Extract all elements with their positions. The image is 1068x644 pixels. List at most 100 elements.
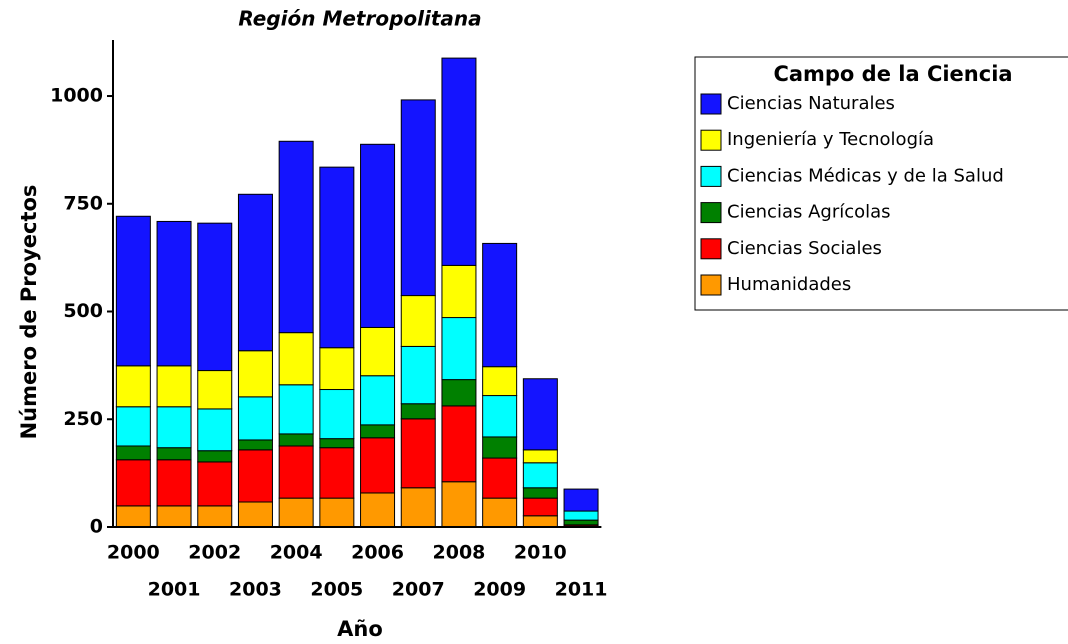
bar-segment <box>278 497 314 528</box>
bar-segment <box>400 418 436 489</box>
legend-swatch <box>700 93 722 115</box>
legend-label: Ciencias Agrícolas <box>727 202 891 223</box>
bar-segment <box>197 370 233 410</box>
legend-box <box>694 56 1068 311</box>
bar-segment <box>400 487 436 528</box>
bar-segment <box>237 193 273 352</box>
bar-segment <box>115 365 151 408</box>
bar-segment <box>522 515 558 528</box>
x-tick-label: 2000 <box>107 542 160 564</box>
bar-segment <box>319 347 355 391</box>
y-axis-title: Número de Proyectos <box>17 185 41 440</box>
legend-label: Humanidades <box>727 274 851 295</box>
bar-segment <box>156 505 192 528</box>
x-tick-label: 2003 <box>229 579 282 601</box>
bar-segment <box>156 220 192 367</box>
bar-segment <box>563 519 599 526</box>
bar-segment <box>522 497 558 517</box>
bar-segment <box>360 424 396 439</box>
legend-label: Ingeniería y Tecnología <box>727 129 934 150</box>
legend-swatch <box>700 165 722 187</box>
bar-segment <box>400 345 436 405</box>
bar-segment <box>115 215 151 367</box>
bar-segment <box>115 505 151 528</box>
bar-segment <box>563 488 599 512</box>
x-tick-label: 2009 <box>473 579 526 601</box>
bar-segment <box>197 505 233 528</box>
bar-segment <box>278 384 314 435</box>
bar-segment <box>400 99 436 297</box>
legend-swatch <box>700 129 722 151</box>
legend-swatch <box>700 238 722 260</box>
bar-segment <box>360 326 396 377</box>
x-tick-label: 2001 <box>148 579 201 601</box>
bar-segment <box>319 389 355 440</box>
bar-segment <box>482 457 518 499</box>
x-tick-label: 2004 <box>270 542 323 564</box>
bar-segment <box>156 365 192 408</box>
bar-segment <box>278 445 314 499</box>
bar-segment <box>115 445 151 461</box>
bar-segment <box>319 438 355 449</box>
bar-segment <box>156 447 192 461</box>
bar-segment <box>522 462 558 489</box>
bar-segment <box>237 396 273 441</box>
bar-segment <box>278 140 314 334</box>
bar-segment <box>197 450 233 463</box>
bar-segment <box>237 439 273 451</box>
y-tick-label: 0 <box>90 516 103 538</box>
x-axis-title: Año <box>337 617 383 641</box>
x-tick-label: 2006 <box>351 542 404 564</box>
bar-segment <box>482 366 518 397</box>
bar-segment <box>482 395 518 438</box>
x-tick-label: 2002 <box>188 542 241 564</box>
bar-segment <box>360 375 396 426</box>
bar-segment <box>400 295 436 347</box>
x-tick-label: 2005 <box>310 579 363 601</box>
bar-segment <box>278 433 314 447</box>
bar-segment <box>278 332 314 386</box>
x-tick-label: 2011 <box>555 579 608 601</box>
bar-segment <box>360 143 396 328</box>
bar-segment <box>441 57 477 266</box>
bar-segment <box>319 497 355 528</box>
bar-segment <box>197 222 233 372</box>
x-tick-label: 2008 <box>433 542 486 564</box>
legend-label: Ciencias Médicas y de la Salud <box>727 165 1004 186</box>
x-tick-label: 2007 <box>392 579 445 601</box>
bar-segment <box>482 436 518 459</box>
bar-segment <box>237 350 273 398</box>
bar-segment <box>237 501 273 528</box>
bar-segment <box>441 264 477 319</box>
bar-segment <box>115 406 151 447</box>
bar-segment <box>156 406 192 449</box>
bar-segment <box>441 317 477 381</box>
chart-title: Región Metropolitana <box>238 7 481 31</box>
bar-segment <box>360 437 396 494</box>
legend-swatch <box>700 202 722 224</box>
y-tick-label: 750 <box>63 192 103 214</box>
bar-segment <box>197 408 233 452</box>
legend-label: Ciencias Sociales <box>727 238 882 259</box>
bar-segment <box>400 403 436 420</box>
legend-title: Campo de la Ciencia <box>773 62 1012 86</box>
bar-segment <box>197 461 233 507</box>
bar-segment <box>482 242 518 368</box>
bar-segment <box>237 449 273 503</box>
y-tick-label: 1000 <box>50 85 103 107</box>
y-tick-label: 250 <box>63 408 103 430</box>
bar-segment <box>115 459 151 507</box>
legend-swatch <box>700 274 722 296</box>
bar-segment <box>156 459 192 507</box>
bar-segment <box>360 492 396 528</box>
x-tick-label: 2010 <box>514 542 567 564</box>
legend-label: Ciencias Naturales <box>727 93 895 114</box>
y-tick-label: 500 <box>63 300 103 322</box>
bar-segment <box>441 379 477 407</box>
bar-segment <box>522 449 558 464</box>
bar-segment <box>522 487 558 499</box>
bar-segment <box>441 405 477 483</box>
bar-segment <box>319 447 355 499</box>
bar-segment <box>441 481 477 528</box>
